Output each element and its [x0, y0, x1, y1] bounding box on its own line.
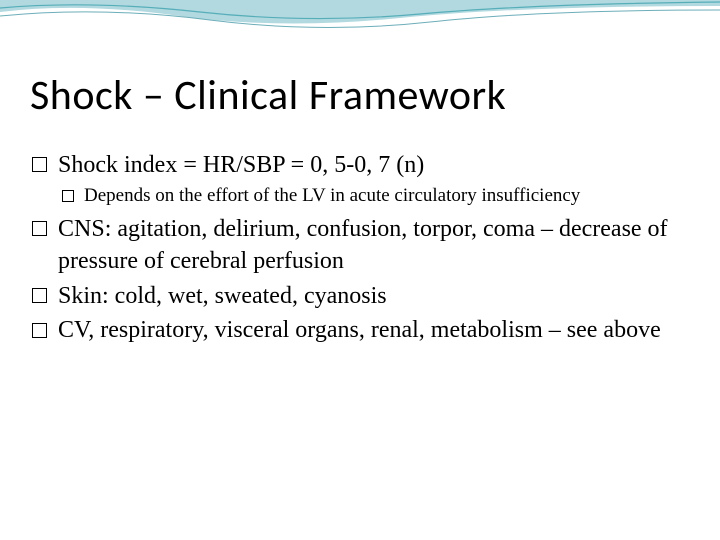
sub-bullet-item: Depends on the effort of the LV in acute…	[84, 183, 690, 209]
bullet-list: Shock index = HR/SBP = 0, 5-0, 7 (n) Dep…	[30, 149, 690, 347]
sub-bullet-text: Depends on the effort of the LV in acute…	[84, 185, 580, 206]
slide-content: Shock – Clinical Framework Shock index =…	[30, 70, 690, 349]
bullet-text: Shock index = HR/SBP = 0, 5-0, 7 (n)	[58, 152, 424, 178]
bullet-item: CV, respiratory, visceral organs, renal,…	[58, 314, 690, 346]
wave-decoration	[0, 0, 720, 60]
bullet-item: CNS: agitation, delirium, confusion, tor…	[58, 213, 690, 278]
bullet-item: Shock index = HR/SBP = 0, 5-0, 7 (n) Dep…	[58, 149, 690, 209]
sub-bullet-list: Depends on the effort of the LV in acute…	[58, 183, 690, 209]
bullet-text: CV, respiratory, visceral organs, renal,…	[58, 317, 661, 343]
bullet-text: Skin: cold, wet, sweated, cyanosis	[58, 283, 387, 309]
bullet-text: CNS: agitation, delirium, confusion, tor…	[58, 216, 668, 274]
slide-title: Shock – Clinical Framework	[30, 70, 690, 121]
bullet-item: Skin: cold, wet, sweated, cyanosis	[58, 280, 690, 312]
